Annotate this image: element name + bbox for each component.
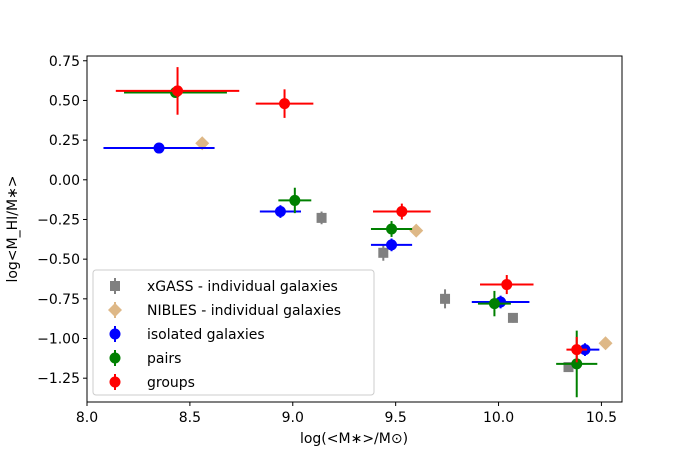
- data-point: [316, 212, 327, 223]
- axis-ticks: 8.0 8.5 9.0 9.5 10.0 10.5 −1.25 −1.00 −0.75 −0.50…: [37, 54, 617, 426]
- data-point: [571, 344, 583, 356]
- series-1: [195, 136, 613, 351]
- x-tick-label: 10.0: [483, 410, 514, 426]
- y-tick-label: 0.50: [49, 93, 80, 109]
- x-tick-label: 9.5: [385, 410, 407, 426]
- legend-label: xGASS - individual galaxies: [147, 279, 338, 295]
- data-point: [279, 98, 291, 110]
- data-point: [396, 206, 408, 218]
- legend-marker: [108, 303, 122, 317]
- x-tick-label: 9.0: [282, 410, 304, 426]
- y-axis-label: log<M_HI/M∗>: [5, 175, 21, 282]
- data-point: [274, 206, 286, 218]
- y-tick-label: −1.00: [37, 332, 80, 348]
- series-4: [115, 67, 588, 363]
- data-point: [153, 142, 165, 154]
- data-point: [563, 362, 574, 373]
- y-tick-label: 0.75: [49, 54, 80, 70]
- legend-label: NIBLES - individual galaxies: [147, 303, 341, 319]
- data-point: [598, 336, 613, 351]
- data-point: [440, 293, 451, 304]
- x-axis-label: log(<M∗>/M⊙): [300, 431, 408, 447]
- legend-box: [92, 269, 375, 396]
- legend-label: groups: [147, 375, 195, 391]
- data-point: [172, 85, 184, 97]
- y-tick-label: −0.75: [37, 292, 80, 308]
- y-tick-label: 0.25: [49, 133, 80, 149]
- data-point: [488, 298, 500, 310]
- legend-marker: [110, 281, 120, 291]
- data-point: [507, 312, 518, 323]
- legend-marker: [109, 376, 121, 388]
- chart-marks: [103, 67, 613, 398]
- data-point: [501, 279, 513, 291]
- x-tick-label: 8.5: [179, 410, 201, 426]
- y-tick-label: −0.50: [37, 252, 80, 268]
- data-point: [195, 136, 210, 151]
- data-point: [386, 223, 398, 235]
- legend-label: pairs: [147, 351, 181, 367]
- data-point: [378, 247, 389, 258]
- y-tick-label: −1.25: [37, 371, 80, 387]
- legend-marker: [109, 352, 121, 364]
- series-0: [316, 211, 574, 373]
- legend-label: isolated galaxies: [147, 327, 265, 343]
- data-point: [386, 239, 398, 251]
- x-tick-label: 10.5: [586, 410, 617, 426]
- legend-marker: [109, 328, 121, 340]
- data-point: [571, 358, 583, 370]
- y-tick-label: −0.25: [37, 212, 80, 228]
- data-point: [409, 223, 424, 238]
- data-point: [289, 194, 301, 206]
- y-tick-label: 0.00: [49, 173, 80, 189]
- legend: xGASS - individual galaxies NIBLES - indi…: [92, 269, 375, 396]
- x-tick-label: 8.0: [76, 410, 98, 426]
- plot-frame: [86, 55, 623, 403]
